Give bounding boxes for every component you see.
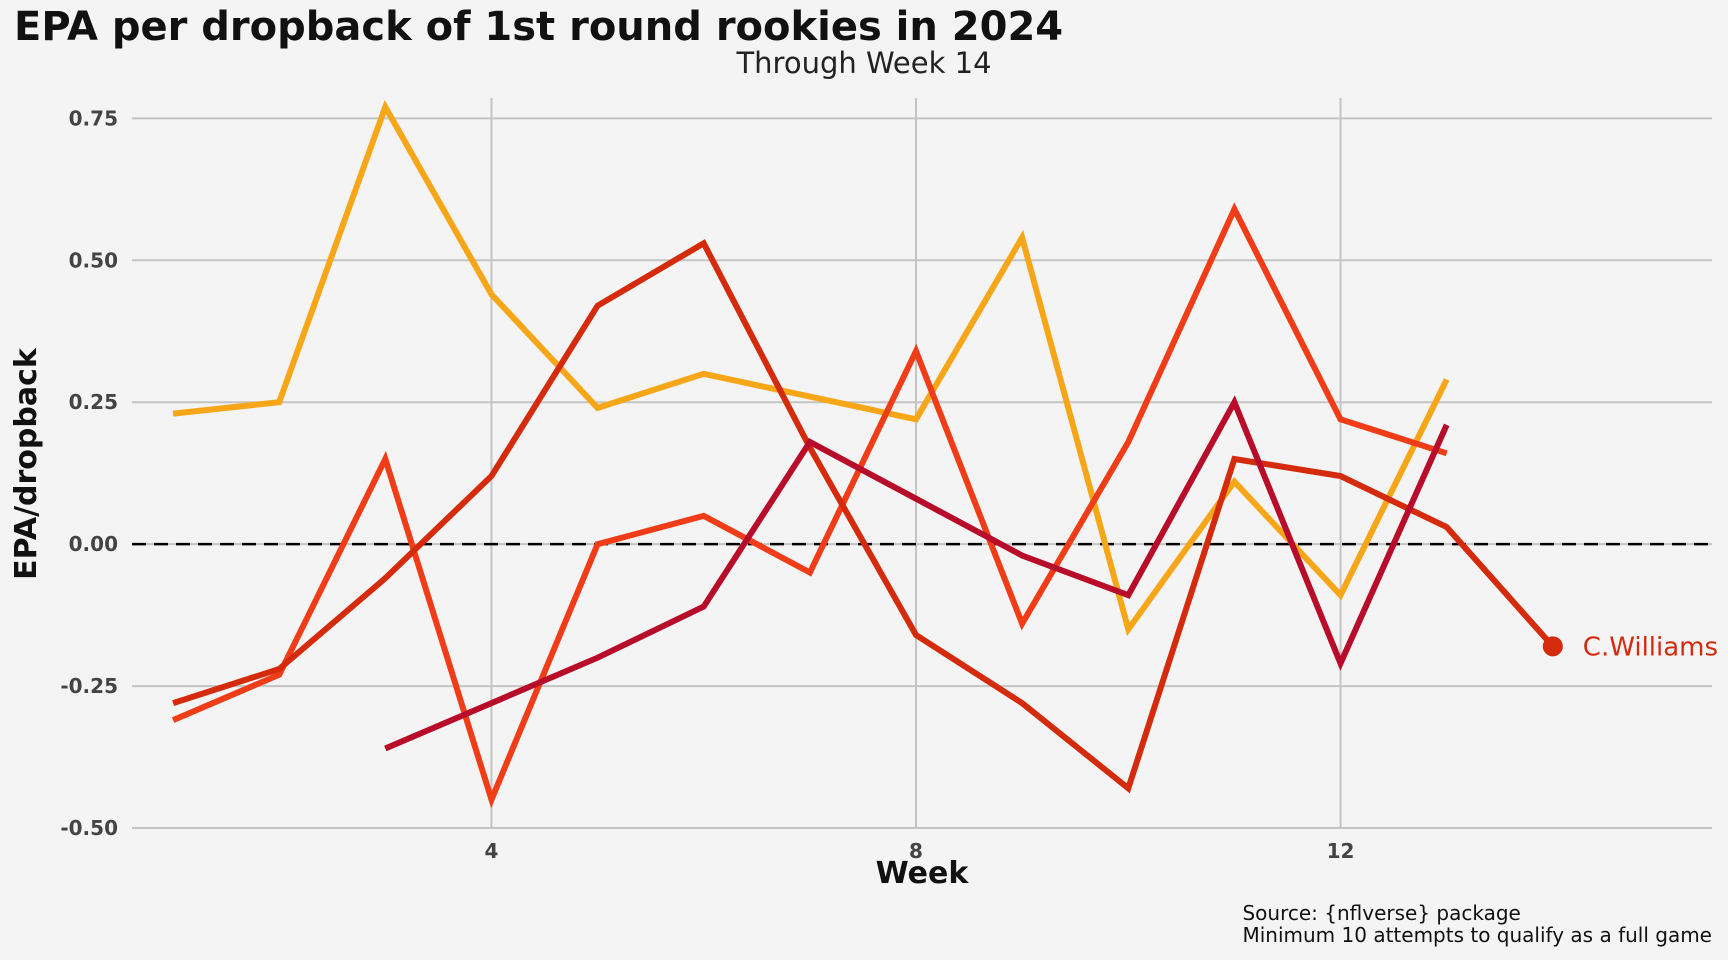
series-line-2 — [171, 202, 1448, 809]
x-tick-label: 12 — [1327, 839, 1355, 863]
y-tick-label: -0.50 — [60, 816, 118, 840]
series-lines — [171, 99, 1556, 809]
x-tick-label: 8 — [909, 839, 923, 863]
chart-title: EPA per dropback of 1st round rookies in… — [14, 4, 1064, 50]
highlight-layer: C.Williams — [1542, 632, 1718, 662]
x-tick-label: 4 — [485, 839, 499, 863]
y-tick-label: -0.25 — [60, 674, 118, 698]
highlight-point — [1542, 636, 1563, 657]
caption-source: Source: {nflverse} package — [1242, 901, 1521, 925]
y-tick-label: 0.50 — [69, 248, 118, 272]
y-tick-label: 0.00 — [69, 532, 118, 556]
series-line-4 — [384, 395, 1450, 752]
series-line-1 — [172, 99, 1450, 637]
highlight-label: C.Williams — [1583, 632, 1718, 662]
y-tick-label: 0.25 — [69, 390, 118, 414]
x-axis-ticks: 4 8 12 — [485, 839, 1355, 863]
y-axis-title: EPA/dropback — [9, 347, 44, 580]
x-axis-title: Week — [876, 856, 970, 891]
caption-note: Minimum 10 attempts to qualify as a full… — [1242, 923, 1712, 947]
caption: Source: {nflverse} package Minimum 10 at… — [1242, 902, 1712, 946]
y-axis-ticks: -0.50 -0.25 0.00 0.25 0.50 0.75 — [60, 106, 118, 840]
grid-lines — [132, 98, 1712, 829]
series-line-3 — [172, 239, 1556, 794]
y-tick-label: 0.75 — [69, 106, 118, 130]
chart-subtitle: Through Week 14 — [736, 46, 992, 80]
